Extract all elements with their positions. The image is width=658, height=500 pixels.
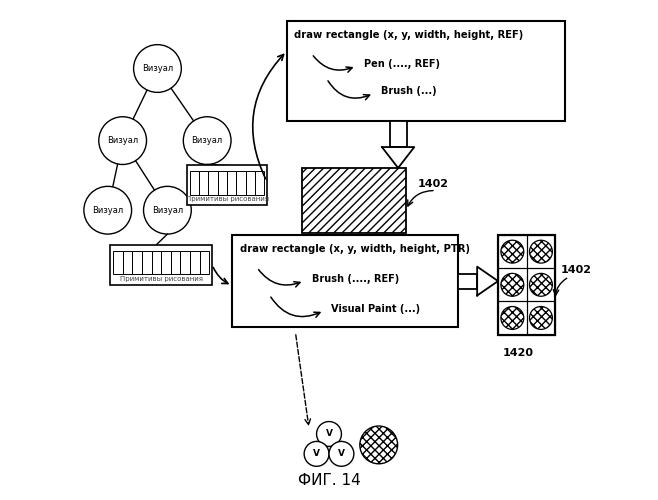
- Text: ФИГ. 14: ФИГ. 14: [297, 472, 361, 488]
- Bar: [498, 235, 526, 268]
- Text: Визуал: Визуал: [107, 136, 138, 145]
- Text: Brush (...., REF): Brush (...., REF): [312, 274, 399, 284]
- Bar: [287, 22, 565, 120]
- Bar: [111, 245, 212, 285]
- Circle shape: [134, 44, 182, 92]
- Bar: [301, 168, 406, 232]
- Circle shape: [530, 274, 552, 296]
- Text: Визуал: Визуал: [152, 206, 183, 214]
- Text: V: V: [338, 450, 345, 458]
- Circle shape: [360, 426, 397, 464]
- Text: V: V: [326, 430, 332, 438]
- Bar: [526, 302, 555, 334]
- Bar: [113, 251, 123, 274]
- Bar: [190, 172, 199, 194]
- Bar: [188, 166, 267, 205]
- Circle shape: [501, 274, 524, 296]
- Circle shape: [84, 186, 132, 234]
- Bar: [498, 268, 526, 302]
- Bar: [142, 251, 151, 274]
- Circle shape: [316, 422, 342, 446]
- Bar: [218, 172, 227, 194]
- Text: Pen (...., REF): Pen (...., REF): [364, 58, 440, 68]
- Bar: [199, 251, 209, 274]
- Circle shape: [530, 240, 552, 263]
- Bar: [161, 251, 171, 274]
- Bar: [390, 120, 407, 147]
- Circle shape: [501, 240, 524, 263]
- Text: 1402: 1402: [418, 179, 449, 189]
- Polygon shape: [477, 266, 498, 296]
- Bar: [526, 235, 555, 268]
- Text: Визуал: Визуал: [191, 136, 223, 145]
- Circle shape: [329, 442, 354, 466]
- Bar: [458, 274, 477, 288]
- Bar: [199, 172, 209, 194]
- Circle shape: [143, 186, 191, 234]
- Bar: [151, 251, 161, 274]
- Circle shape: [99, 116, 147, 164]
- Text: Примитивы рисования: Примитивы рисования: [186, 196, 268, 202]
- Polygon shape: [382, 147, 415, 168]
- Bar: [171, 251, 180, 274]
- Bar: [209, 172, 218, 194]
- Text: draw rectangle (x, y, width, height, REF): draw rectangle (x, y, width, height, REF…: [294, 30, 524, 40]
- Text: Visual Paint (...): Visual Paint (...): [332, 304, 420, 314]
- Bar: [498, 235, 555, 334]
- Text: Примитивы рисования: Примитивы рисования: [120, 276, 203, 281]
- Bar: [227, 172, 236, 194]
- Bar: [255, 172, 265, 194]
- Circle shape: [530, 306, 552, 330]
- Bar: [498, 302, 526, 334]
- Bar: [498, 235, 555, 334]
- Bar: [180, 251, 190, 274]
- Text: Визуал: Визуал: [92, 206, 123, 214]
- Bar: [132, 251, 142, 274]
- Bar: [246, 172, 255, 194]
- Text: 1420: 1420: [503, 348, 534, 358]
- Text: draw rectangle (x, y, width, height, PTR): draw rectangle (x, y, width, height, PTR…: [240, 244, 470, 254]
- Text: Визуал: Визуал: [142, 64, 173, 73]
- Bar: [123, 251, 132, 274]
- Bar: [190, 251, 199, 274]
- Text: V: V: [313, 450, 320, 458]
- Circle shape: [501, 306, 524, 330]
- Bar: [232, 235, 458, 327]
- Text: 1402: 1402: [560, 265, 591, 275]
- Bar: [236, 172, 246, 194]
- Circle shape: [184, 116, 231, 164]
- Circle shape: [304, 442, 329, 466]
- Text: Brush (...): Brush (...): [381, 86, 437, 96]
- Bar: [526, 268, 555, 302]
